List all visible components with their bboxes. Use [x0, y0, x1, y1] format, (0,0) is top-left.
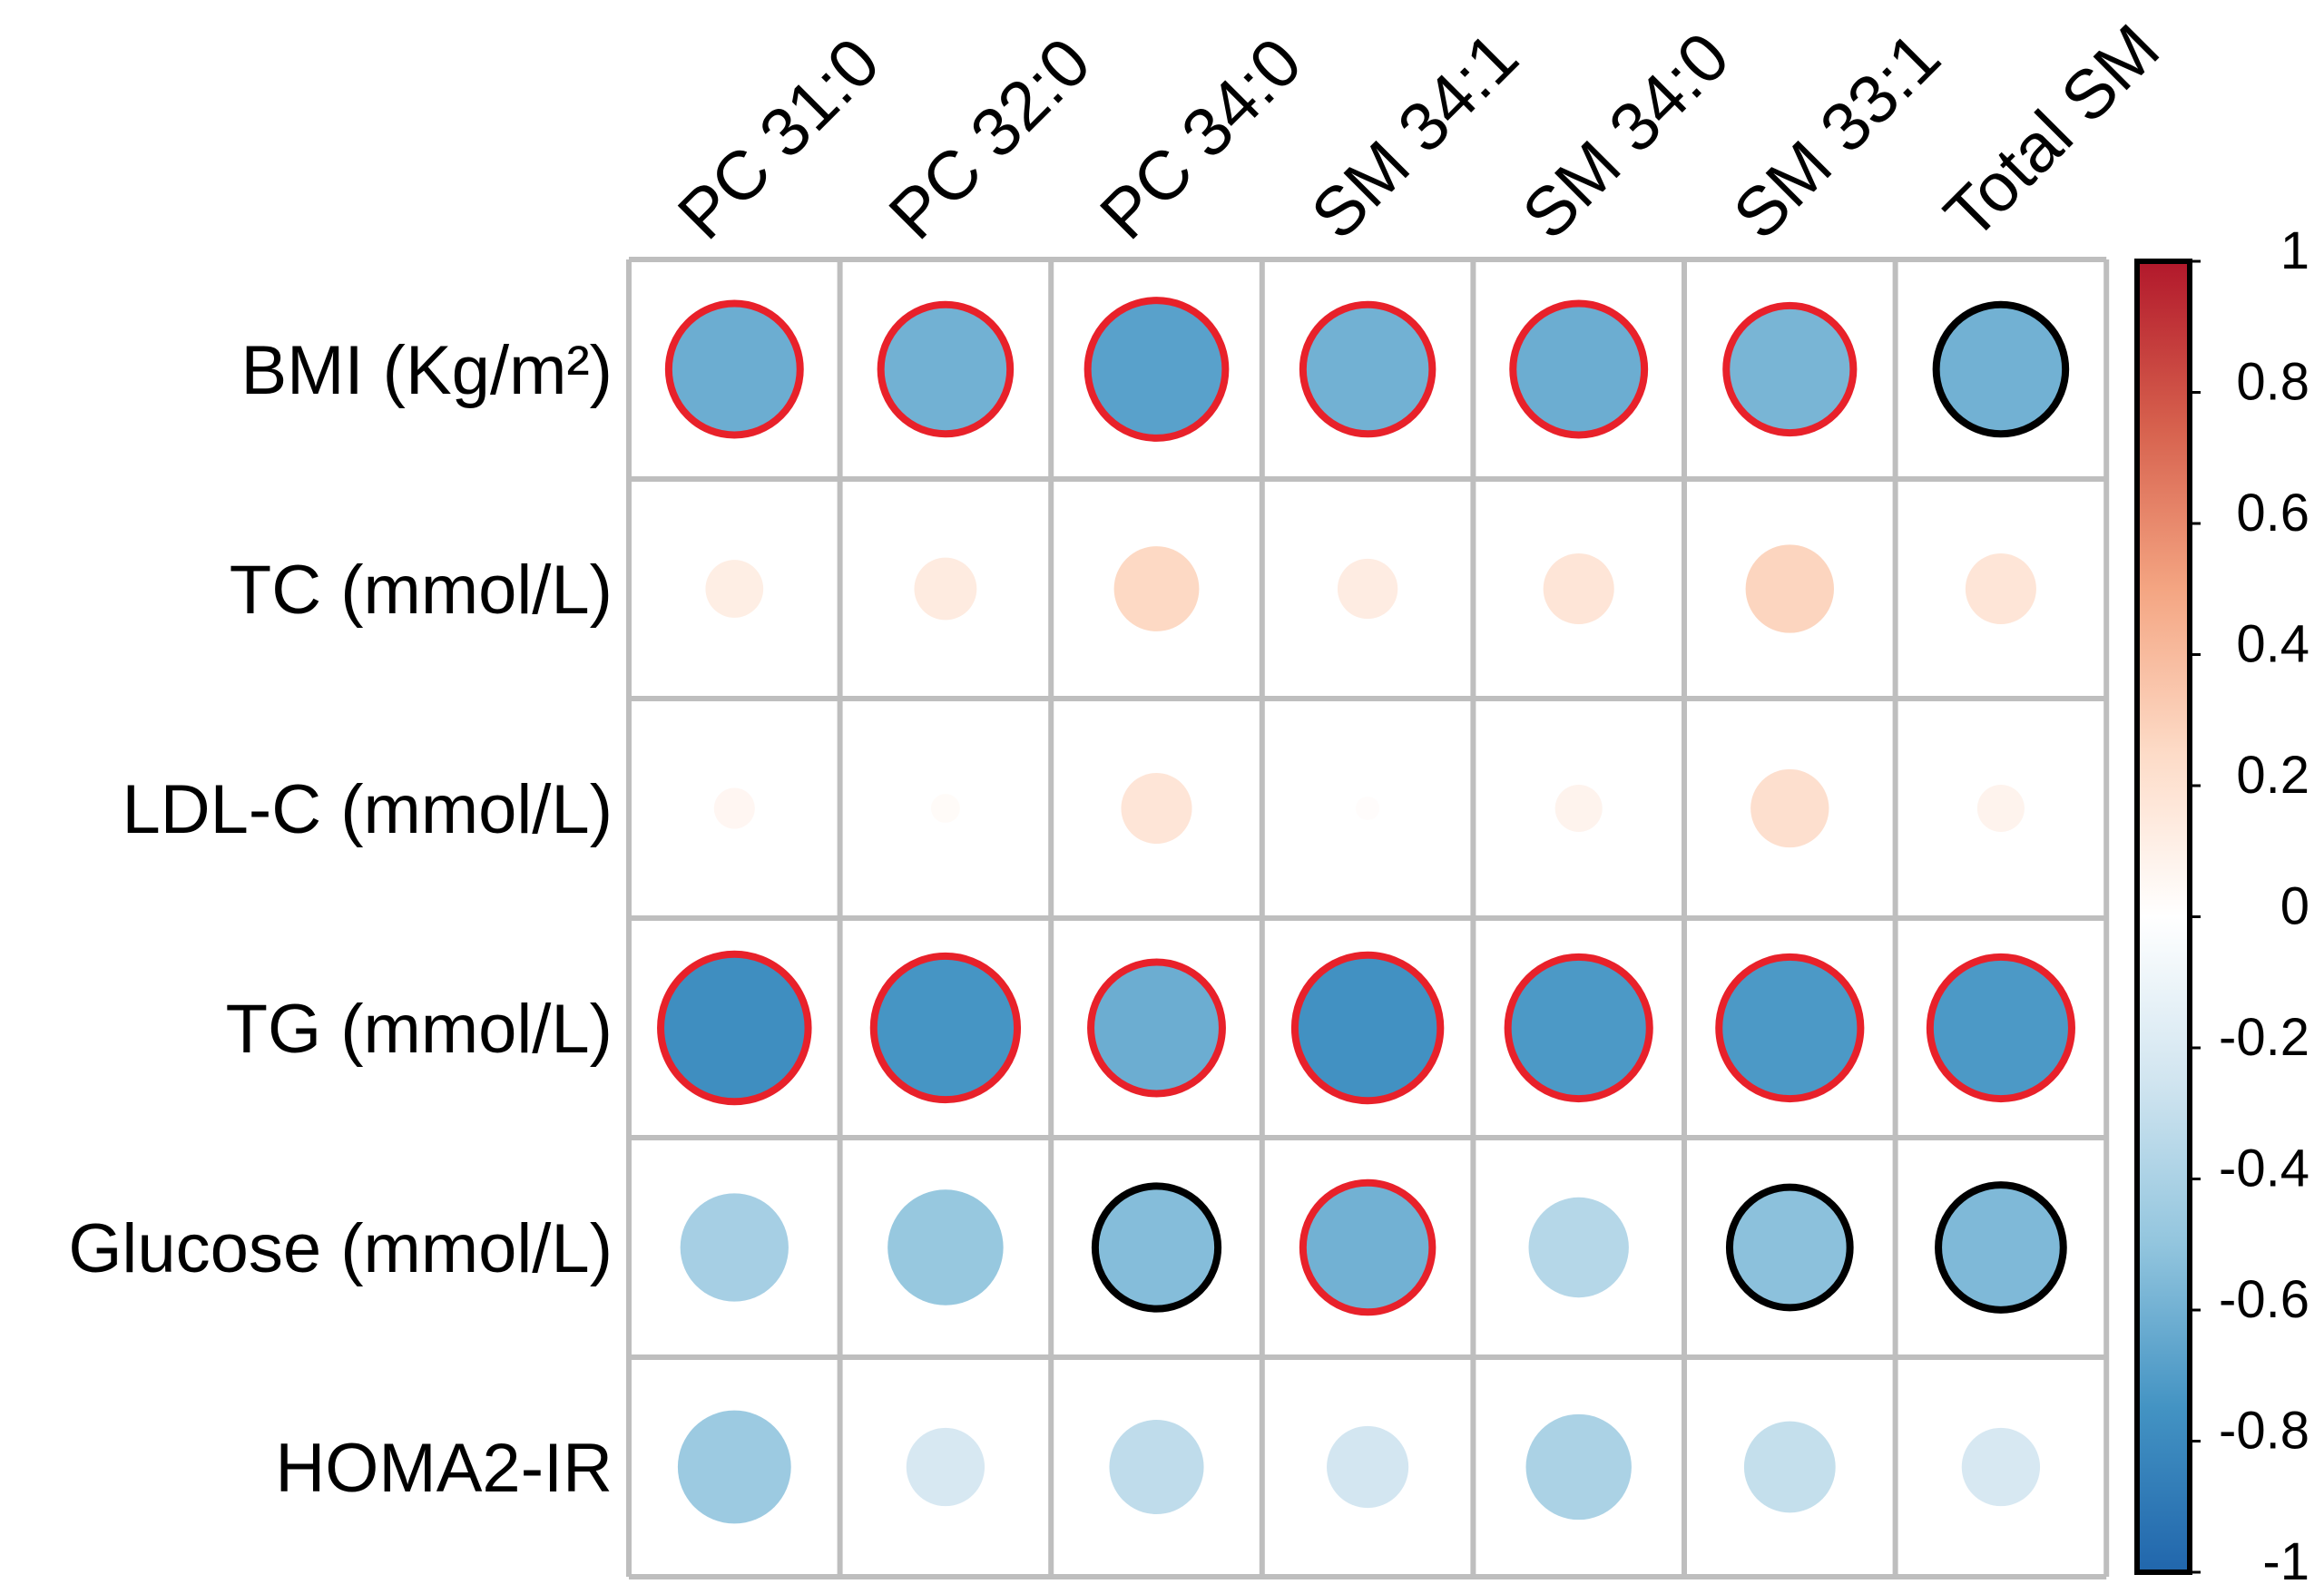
correlation-circle	[1935, 1181, 2067, 1314]
correlation-circle	[877, 300, 1015, 438]
correlation-circle	[1356, 796, 1380, 821]
correlation-circle	[1504, 953, 1653, 1103]
heatmap-cells	[657, 297, 2075, 1524]
correlation-circle	[1528, 1197, 1629, 1298]
column-label: PC 32:0	[875, 24, 1105, 254]
correlation-circle	[664, 299, 804, 439]
column-label: SM 34:1	[1297, 18, 1533, 254]
correlation-circle	[1299, 300, 1437, 438]
colorbar-tick-label: 0.2	[2236, 746, 2309, 805]
row-label: Glucose (mmol/L)	[68, 1210, 613, 1287]
column-label: PC 31:0	[663, 24, 894, 254]
colorbar-tick-label: 0.4	[2236, 615, 2309, 674]
correlation-circle	[1745, 544, 1834, 633]
correlation-circle	[1113, 546, 1200, 631]
correlation-circle	[869, 952, 1022, 1104]
correlation-circle	[930, 794, 960, 823]
colorbar: 1 0.8 0.6 0.4 0.2 0 -0.2 -0.4 -0.6 -0.8 -1	[2134, 221, 2309, 1591]
correlation-circle	[677, 1410, 791, 1524]
correlation-circle	[914, 557, 977, 621]
column-label: PC 34:0	[1085, 24, 1316, 254]
correlation-circle	[1725, 1183, 1854, 1312]
row-labels: BMI (Kg/m²) TC (mmol/L) LDL-C (mmol/L) TG (…	[68, 332, 613, 1507]
correlation-circle	[1525, 1413, 1632, 1521]
correlation-circle	[1932, 300, 2070, 438]
colorbar-tick-label: -0.2	[2219, 1008, 2309, 1067]
column-label: SM 34:0	[1508, 18, 1744, 254]
correlation-circle	[1109, 1419, 1204, 1515]
correlation-circle	[887, 1189, 1004, 1306]
correlation-circle	[1327, 1425, 1409, 1509]
correlation-circle	[1722, 301, 1858, 437]
correlation-circle	[713, 787, 755, 829]
correlation-circle	[1087, 958, 1226, 1098]
row-label: TC (mmol/L)	[230, 552, 613, 629]
colorbar-tick-label: 0	[2280, 877, 2309, 936]
correlation-circle	[1509, 299, 1649, 439]
colorbar-tick-label: 0.6	[2236, 484, 2309, 543]
correlation-circle	[1715, 953, 1865, 1103]
correlation-circle	[1976, 784, 2025, 833]
colorbar-tick-label: -0.8	[2219, 1402, 2309, 1461]
colorbar-tick-label: 0.8	[2236, 353, 2309, 412]
correlation-circle	[1750, 768, 1829, 848]
correlation-circle	[1121, 772, 1192, 845]
correlation-circle	[705, 560, 764, 618]
correlation-circle	[1554, 784, 1603, 833]
correlation-circle	[1743, 1421, 1836, 1513]
colorbar-gradient	[2134, 259, 2192, 1575]
correlation-circle	[1337, 558, 1398, 620]
correlation-circle	[1543, 553, 1614, 625]
correlation-circle	[1961, 1427, 2041, 1507]
correlation-circle	[1965, 553, 2036, 625]
correlation-circle	[1290, 951, 1445, 1105]
correlation-circle	[1084, 297, 1230, 442]
row-label: HOMA2-IR	[275, 1430, 613, 1507]
correlation-circle	[1926, 953, 2075, 1103]
colorbar-tick-label: -1	[2262, 1532, 2309, 1591]
colorbar-tick-label: -0.6	[2219, 1270, 2309, 1329]
heatmap-grid	[626, 257, 2110, 1579]
correlation-circle	[657, 950, 812, 1106]
row-label: LDL-C (mmol/L)	[123, 771, 613, 848]
colorbar-tick-label: -0.4	[2219, 1139, 2309, 1198]
correlation-circle	[906, 1427, 985, 1507]
correlation-circle	[1299, 1178, 1437, 1316]
row-label: BMI (Kg/m²)	[240, 332, 613, 409]
column-label: SM 33:1	[1719, 18, 1955, 254]
correlation-circle	[1091, 1182, 1222, 1313]
row-label: TG (mmol/L)	[226, 991, 613, 1068]
column-label: Total SM	[1930, 10, 2174, 254]
colorbar-tick-label: 1	[2280, 221, 2309, 280]
column-labels: PC 31:0PC 32:0PC 34:0SM 34:1SM 34:0SM 33…	[663, 10, 2174, 254]
correlation-circle	[680, 1193, 789, 1302]
